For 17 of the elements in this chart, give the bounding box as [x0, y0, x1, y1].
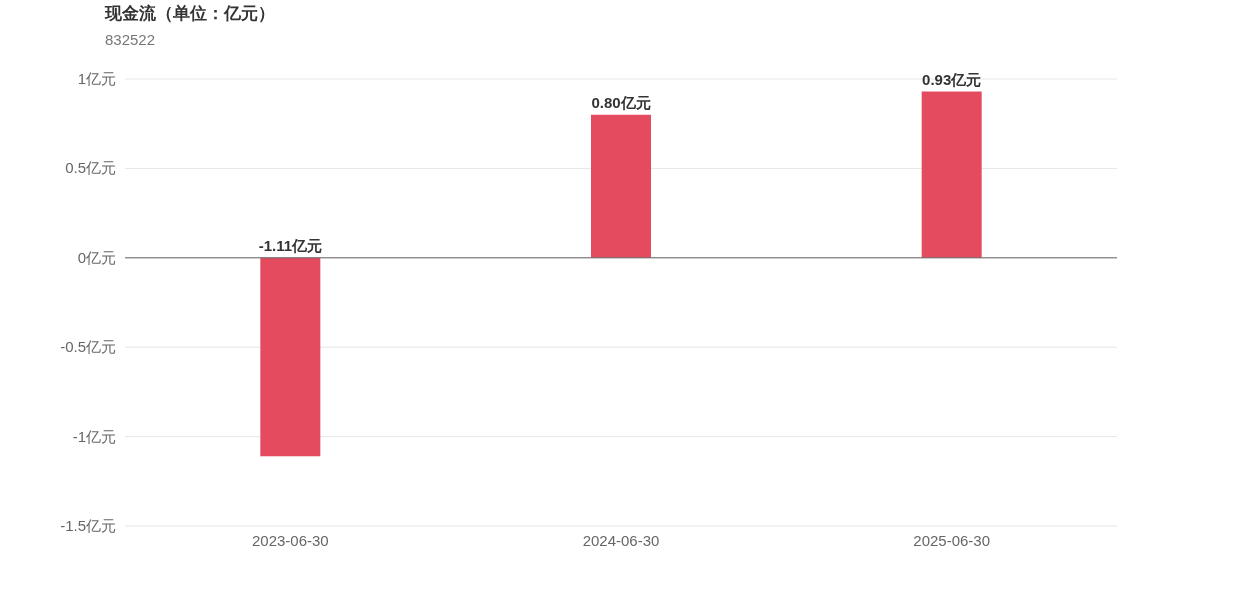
chart-title: 现金流（单位：亿元） [104, 4, 275, 23]
data-label: 0.93亿元 [922, 70, 982, 88]
bar [921, 91, 982, 258]
bar [260, 257, 321, 457]
y-tick-label: 0亿元 [77, 248, 116, 266]
chart-subtitle: 832522 [105, 31, 156, 48]
data-label: -1.11亿元 [258, 236, 323, 254]
bar [591, 114, 651, 258]
y-tick-label: 1亿元 [77, 70, 116, 87]
y-tick-label: 0.5亿元 [65, 159, 116, 177]
y-tick-label: -0.5亿元 [60, 338, 116, 356]
y-tick-label: -1亿元 [72, 427, 116, 445]
x-tick-label: 2023-06-30 [251, 532, 329, 549]
x-tick-label: 2025-06-30 [913, 532, 991, 549]
x-tick-label: 2024-06-30 [582, 532, 660, 549]
y-tick-label: -1.5亿元 [60, 517, 116, 534]
data-label: 0.80亿元 [591, 93, 651, 111]
